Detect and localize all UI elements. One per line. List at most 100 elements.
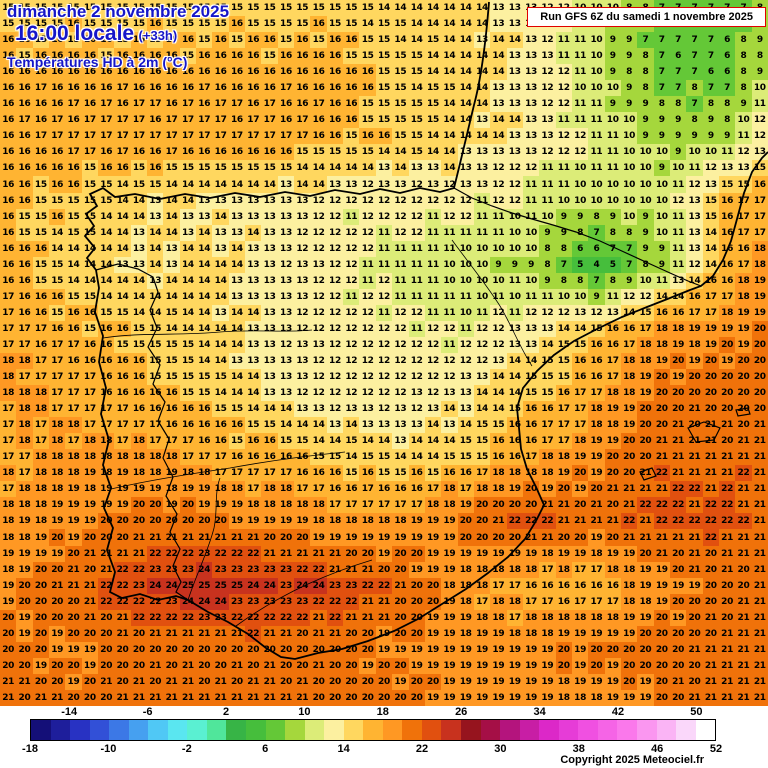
temp-cell: 20 bbox=[114, 641, 131, 658]
temp-cell: 21 bbox=[130, 689, 148, 706]
temp-cell: 7 bbox=[718, 80, 736, 97]
temp-cell: 7 bbox=[604, 240, 621, 257]
temp-cell: 8 bbox=[620, 224, 638, 241]
temp-cell: 21 bbox=[277, 625, 295, 642]
temp-cell: 19 bbox=[522, 673, 540, 690]
temp-cell: 10 bbox=[620, 128, 638, 145]
temp-cell: 11 bbox=[686, 160, 703, 177]
temp-cell: 9 bbox=[653, 112, 670, 129]
temp-cell: 14 bbox=[196, 272, 213, 289]
temp-cell: 14 bbox=[473, 64, 491, 81]
temp-cell: 14 bbox=[392, 160, 409, 177]
temp-cell: 19 bbox=[637, 369, 654, 386]
temp-cell: 7 bbox=[620, 256, 638, 273]
temp-cell: 13 bbox=[261, 208, 278, 225]
legend-label-top: 42 bbox=[611, 706, 625, 718]
temp-cell: 20 bbox=[490, 529, 507, 546]
temp-cell: 16 bbox=[16, 176, 33, 193]
temp-cell: 20 bbox=[392, 609, 409, 626]
temp-cell: 12 bbox=[424, 352, 442, 370]
temp-cell: 20 bbox=[0, 609, 17, 626]
temp-cell: 21 bbox=[326, 625, 344, 642]
temp-cell: 7 bbox=[555, 256, 572, 273]
temp-cell: 17 bbox=[147, 433, 164, 450]
temp-cell: 19 bbox=[294, 513, 311, 530]
temp-cell: 16 bbox=[130, 401, 148, 418]
temp-cell: 18 bbox=[604, 609, 621, 626]
temp-cell: 17 bbox=[228, 128, 246, 145]
temp-cell: 16 bbox=[245, 80, 262, 97]
temp-cell: 16 bbox=[294, 80, 311, 97]
temp-cell: 16 bbox=[0, 240, 17, 257]
temp-cell: 13 bbox=[506, 320, 523, 337]
temp-cell: 20 bbox=[604, 529, 621, 546]
temp-cell: 20 bbox=[735, 561, 752, 578]
temp-cell: 19 bbox=[32, 657, 50, 674]
temp-cell: 14 bbox=[490, 64, 507, 81]
temp-cell: 9 bbox=[637, 240, 654, 257]
temp-cell: 21 bbox=[751, 497, 768, 514]
temp-cell: 19 bbox=[735, 320, 752, 337]
temp-cell: 20 bbox=[669, 352, 687, 370]
temp-cell: 20 bbox=[408, 545, 425, 562]
temp-cell: 13 bbox=[245, 320, 262, 337]
temp-cell: 21 bbox=[277, 689, 295, 706]
temp-cell: 16 bbox=[326, 48, 344, 65]
temp-cell: 11 bbox=[375, 304, 393, 321]
temp-cell: 19 bbox=[424, 657, 442, 674]
temp-cell: 21 bbox=[669, 465, 687, 482]
temp-cell: 21 bbox=[588, 497, 605, 514]
temp-cell: 18 bbox=[65, 417, 82, 434]
temp-cell: 12 bbox=[441, 369, 458, 386]
temp-cell: 18 bbox=[98, 433, 115, 450]
temp-cell: 21 bbox=[735, 481, 752, 498]
temp-cell: 21 bbox=[81, 545, 99, 562]
temp-cell: 13 bbox=[506, 96, 523, 113]
temp-cell: 21 bbox=[702, 481, 719, 498]
temp-cell: 10 bbox=[637, 144, 654, 161]
temp-cell: 15 bbox=[245, 0, 262, 17]
temp-cell: 19 bbox=[522, 689, 540, 706]
legend-label-top: 26 bbox=[455, 706, 468, 718]
temp-cell: 18 bbox=[620, 352, 638, 370]
temp-cell: 16 bbox=[310, 80, 327, 97]
temp-cell: 12 bbox=[473, 320, 491, 337]
temp-cell: 21 bbox=[718, 545, 736, 562]
temp-cell: 20 bbox=[343, 545, 360, 562]
temp-cell: 18 bbox=[620, 577, 638, 594]
temp-cell: 12 bbox=[424, 320, 442, 337]
temp-cell: 15 bbox=[375, 64, 393, 81]
temp-cell: 16 bbox=[228, 64, 246, 81]
temp-cell: 19 bbox=[506, 689, 523, 706]
temp-cell: 19 bbox=[179, 481, 197, 498]
temp-cell: 18 bbox=[16, 481, 33, 498]
temp-cell: 19 bbox=[604, 657, 621, 674]
temp-cell: 11 bbox=[375, 224, 393, 241]
temp-cell: 9 bbox=[653, 256, 670, 273]
temp-cell: 15 bbox=[261, 16, 278, 33]
temp-cell: 19 bbox=[16, 545, 33, 562]
temp-cell: 14 bbox=[506, 385, 523, 402]
temp-cell: 13 bbox=[326, 176, 344, 193]
temp-cell: 20 bbox=[294, 641, 311, 658]
temp-cell: 16 bbox=[277, 144, 295, 161]
temp-cell: 21 bbox=[147, 625, 164, 642]
temp-cell: 19 bbox=[81, 657, 99, 674]
temp-cell: 13 bbox=[245, 352, 262, 370]
temp-cell: 16 bbox=[130, 80, 148, 97]
temp-cell: 10 bbox=[473, 240, 491, 257]
temp-cell: 11 bbox=[555, 176, 572, 193]
legend-swatch bbox=[676, 720, 696, 740]
temp-cell: 19 bbox=[163, 497, 180, 514]
temp-cell: 19 bbox=[65, 497, 82, 514]
temp-cell: 20 bbox=[16, 593, 33, 610]
temp-cell: 18 bbox=[0, 513, 17, 530]
temp-cell: 10 bbox=[588, 192, 605, 209]
temp-cell: 17 bbox=[555, 433, 572, 450]
temp-cell: 20 bbox=[392, 657, 409, 674]
temp-cell: 16 bbox=[196, 417, 213, 434]
temp-cell: 17 bbox=[0, 449, 17, 466]
temp-cell: 20 bbox=[98, 529, 115, 546]
temp-cell: 7 bbox=[620, 240, 638, 257]
legend-swatch bbox=[148, 720, 168, 740]
